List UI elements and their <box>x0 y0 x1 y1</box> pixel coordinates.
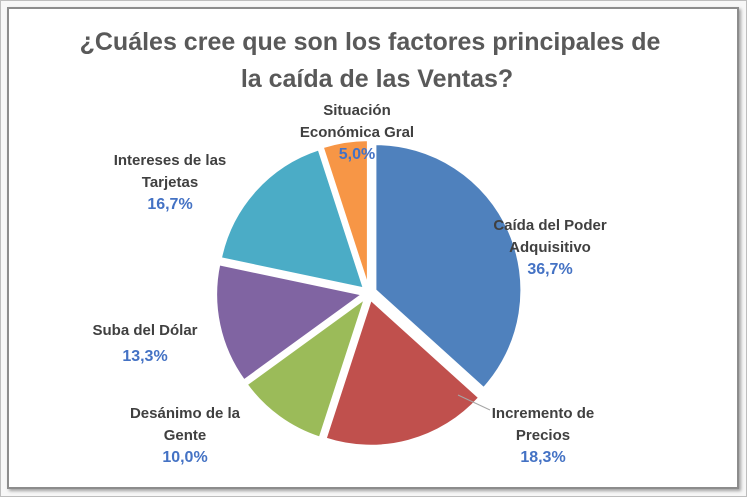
slice-label: Desánimo de la <box>130 405 241 422</box>
slice-percent-label: 16,7% <box>147 196 192 213</box>
slice-percent-label: 36,7% <box>527 261 572 278</box>
slice-label: Tarjetas <box>142 174 198 191</box>
slice-label: Adquisitivo <box>509 239 591 256</box>
pie-slice <box>215 263 365 382</box>
slice-label: Incremento de <box>492 405 595 422</box>
slice-percent-label: 18,3% <box>520 449 565 466</box>
slice-percent-label: 10,0% <box>162 449 207 466</box>
pie-slice <box>219 148 366 290</box>
slice-label: Suba del Dólar <box>92 322 197 339</box>
pie-slice <box>321 139 369 287</box>
chart-title-line-1: ¿Cuáles cree que son los factores princi… <box>80 28 661 56</box>
pie-slice <box>324 297 481 447</box>
slice-label: Gente <box>164 427 207 444</box>
pie-slice <box>245 296 367 439</box>
pie-slice <box>374 143 523 390</box>
slice-label: Intereses de las <box>114 152 227 169</box>
leader-line <box>457 394 491 411</box>
slice-label: Caída del Poder <box>493 217 607 234</box>
slice-label: Situación <box>323 102 391 119</box>
slice-label: Económica Gral <box>300 124 414 141</box>
slice-label: Precios <box>516 427 570 444</box>
slice-percent-label: 5,0% <box>339 146 375 163</box>
chart-title-line-2: la caída de las Ventas? <box>241 65 513 93</box>
slice-percent-label: 13,3% <box>122 348 167 365</box>
